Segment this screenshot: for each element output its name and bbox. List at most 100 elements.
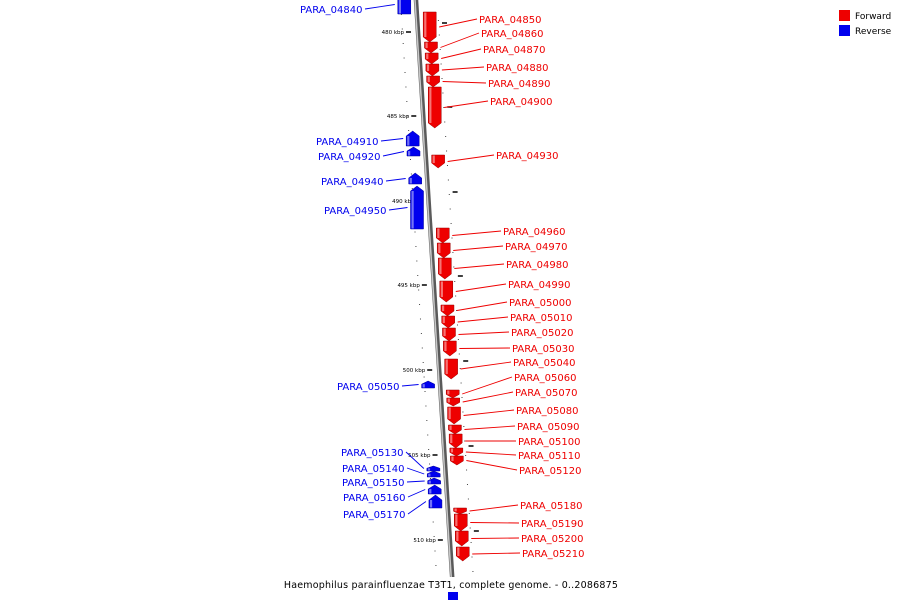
forward-gene-arrow[interactable]: [426, 75, 440, 88]
gene-feature[interactable]: [442, 327, 456, 342]
gene-feature[interactable]: [455, 530, 469, 547]
gene-feature[interactable]: [426, 75, 440, 88]
gene-label[interactable]: PARA_05000: [509, 298, 571, 309]
forward-gene-arrow[interactable]: [442, 327, 456, 342]
reverse-gene-arrow[interactable]: [426, 465, 441, 472]
gene-feature[interactable]: [444, 358, 458, 380]
reverse-gene-arrow[interactable]: [405, 130, 420, 147]
forward-gene-arrow[interactable]: [455, 530, 469, 547]
gene-label[interactable]: PARA_05100: [518, 437, 580, 448]
reverse-gene-arrow[interactable]: [408, 172, 422, 185]
gene-feature[interactable]: [421, 380, 435, 389]
forward-gene-arrow[interactable]: [446, 397, 460, 407]
gene-label[interactable]: PARA_04970: [505, 242, 567, 253]
forward-gene-arrow[interactable]: [424, 52, 439, 65]
gene-label[interactable]: PARA_04930: [496, 151, 558, 162]
gene-feature[interactable]: [422, 11, 437, 43]
gene-label[interactable]: PARA_04990: [508, 280, 570, 291]
gene-feature[interactable]: [408, 172, 422, 185]
forward-gene-arrow[interactable]: [424, 41, 438, 54]
forward-gene-arrow[interactable]: [431, 154, 445, 169]
gene-feature[interactable]: [427, 86, 442, 129]
gene-feature[interactable]: [426, 465, 441, 472]
gene-label[interactable]: PARA_04950: [324, 206, 386, 217]
gene-feature[interactable]: [426, 470, 441, 478]
gene-label[interactable]: PARA_05120: [519, 466, 581, 477]
gene-label[interactable]: PARA_05020: [511, 328, 573, 339]
gene-feature[interactable]: [438, 257, 452, 280]
forward-gene-arrow[interactable]: [450, 455, 464, 466]
gene-feature[interactable]: [441, 315, 455, 329]
gene-label[interactable]: PARA_05040: [513, 358, 575, 369]
gene-label[interactable]: PARA_04870: [483, 45, 545, 56]
gene-feature[interactable]: [443, 340, 457, 357]
gene-feature[interactable]: [453, 507, 467, 515]
forward-gene-arrow[interactable]: [441, 315, 455, 329]
gene-label[interactable]: PARA_04900: [490, 97, 552, 108]
gene-feature[interactable]: [447, 406, 461, 425]
gene-label[interactable]: PARA_05070: [515, 388, 577, 399]
gene-label[interactable]: PARA_05090: [517, 422, 579, 433]
reverse-gene-arrow[interactable]: [427, 477, 441, 485]
gene-feature[interactable]: [440, 304, 455, 317]
forward-gene-arrow[interactable]: [438, 257, 452, 280]
gene-feature[interactable]: [448, 433, 463, 449]
reverse-gene-arrow[interactable]: [427, 484, 442, 495]
gene-feature[interactable]: [431, 154, 445, 169]
gene-label[interactable]: PARA_05050: [337, 382, 399, 393]
gene-label[interactable]: PARA_04920: [318, 152, 380, 163]
gene-label[interactable]: PARA_05170: [343, 510, 405, 521]
gene-label[interactable]: PARA_04860: [481, 29, 543, 40]
gene-feature[interactable]: [448, 424, 462, 435]
forward-gene-arrow[interactable]: [454, 513, 468, 532]
forward-gene-arrow[interactable]: [448, 424, 462, 435]
gene-label[interactable]: PARA_05180: [520, 501, 582, 512]
reverse-gene-arrow[interactable]: [421, 380, 435, 389]
forward-gene-arrow[interactable]: [445, 389, 460, 399]
gene-feature[interactable]: [445, 389, 460, 399]
gene-feature[interactable]: [436, 242, 451, 259]
gene-label[interactable]: PARA_05190: [521, 519, 583, 530]
gene-label[interactable]: PARA_04910: [316, 137, 378, 148]
forward-gene-arrow[interactable]: [422, 11, 437, 43]
gene-feature[interactable]: [455, 546, 470, 562]
gene-feature[interactable]: [439, 280, 454, 303]
gene-label[interactable]: PARA_04890: [488, 79, 550, 90]
forward-gene-arrow[interactable]: [455, 546, 470, 562]
gene-feature[interactable]: [427, 484, 442, 495]
forward-gene-arrow[interactable]: [443, 340, 457, 357]
gene-feature[interactable]: [446, 397, 460, 407]
gene-label[interactable]: PARA_05060: [514, 373, 576, 384]
gene-label[interactable]: PARA_05140: [342, 464, 404, 475]
forward-gene-arrow[interactable]: [444, 358, 458, 380]
gene-feature[interactable]: [449, 447, 464, 457]
gene-feature[interactable]: [425, 63, 440, 77]
gene-feature[interactable]: [424, 41, 438, 54]
gene-label[interactable]: PARA_05010: [510, 313, 572, 324]
forward-gene-arrow[interactable]: [436, 227, 450, 244]
gene-label[interactable]: PARA_04840: [300, 5, 362, 16]
gene-label[interactable]: PARA_05080: [516, 406, 578, 417]
gene-label[interactable]: PARA_04880: [486, 63, 548, 74]
forward-gene-arrow[interactable]: [439, 280, 454, 303]
gene-label[interactable]: PARA_05200: [521, 534, 583, 545]
gene-label[interactable]: PARA_05160: [343, 493, 405, 504]
gene-label[interactable]: PARA_04940: [321, 177, 383, 188]
forward-gene-arrow[interactable]: [453, 507, 467, 515]
gene-label[interactable]: PARA_05130: [341, 448, 403, 459]
forward-gene-arrow[interactable]: [425, 63, 440, 77]
forward-gene-arrow[interactable]: [449, 447, 464, 457]
gene-label[interactable]: PARA_05150: [342, 478, 404, 489]
forward-gene-arrow[interactable]: [440, 304, 455, 317]
gene-feature[interactable]: [410, 185, 424, 230]
forward-gene-arrow[interactable]: [436, 242, 451, 259]
reverse-gene-arrow[interactable]: [410, 185, 424, 230]
gene-feature[interactable]: [424, 52, 439, 65]
gene-feature[interactable]: [427, 477, 441, 485]
gene-label[interactable]: PARA_05030: [512, 344, 574, 355]
gene-label[interactable]: PARA_04980: [506, 260, 568, 271]
gene-feature[interactable]: [406, 146, 421, 157]
reverse-gene-arrow[interactable]: [426, 470, 441, 478]
forward-gene-arrow[interactable]: [447, 406, 461, 425]
gene-feature[interactable]: [405, 130, 420, 147]
